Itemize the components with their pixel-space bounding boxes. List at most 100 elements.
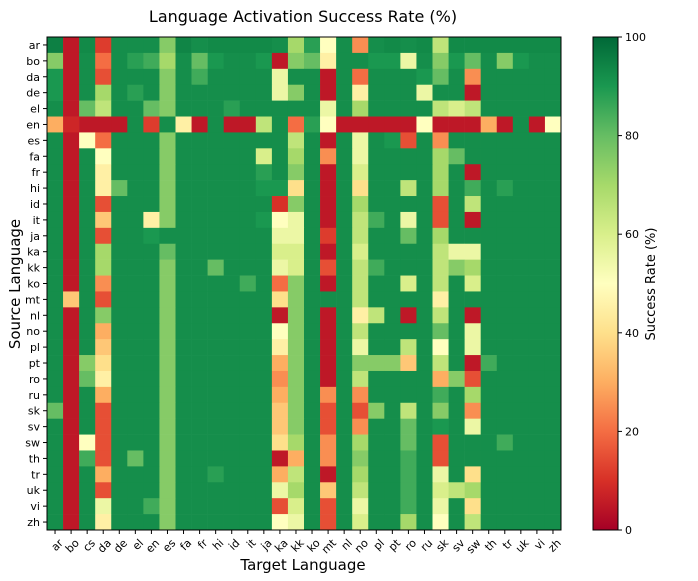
heatmap-cell-hi-no	[352, 180, 369, 197]
heatmap-cell-zh-ro	[400, 514, 417, 531]
heatmap-cell-uk-ka	[271, 482, 289, 499]
heatmap-cell-zh-cs	[79, 514, 96, 531]
heatmap-cell-th-sv	[448, 450, 465, 467]
heatmap-cell-ru-da	[95, 386, 112, 404]
heatmap-cell-pl-en	[143, 339, 160, 356]
heatmap-cell-sv-fr	[191, 418, 208, 435]
heatmap-cell-uk-vi	[528, 482, 546, 499]
heatmap-cell-ru-id	[223, 386, 241, 404]
heatmap-cell-ja-es	[159, 227, 176, 245]
heatmap-cell-ru-ko	[304, 386, 321, 404]
heatmap-cell-bo-ka	[271, 52, 289, 70]
heatmap-cell-sw-ja	[255, 434, 273, 451]
heatmap-cell-tr-fr	[191, 466, 208, 483]
y-tick-label-es: es	[28, 134, 41, 147]
heatmap-cell-ru-pl	[368, 386, 385, 404]
heatmap-cell-ro-it	[239, 370, 257, 388]
heatmap-cell-de-th	[480, 84, 498, 101]
heatmap-cell-ko-sw	[464, 275, 481, 292]
heatmap-cell-ja-hi	[207, 227, 224, 245]
heatmap-cell-no-sv	[448, 323, 465, 340]
heatmap-cell-sv-sv	[448, 418, 465, 435]
heatmap-cell-el-sw	[464, 100, 481, 117]
heatmap-cell-mt-uk	[512, 291, 530, 308]
heatmap-cell-hi-sv	[448, 180, 465, 197]
heatmap-cell-es-pt	[384, 132, 401, 149]
heatmap-cell-it-fr	[191, 211, 208, 229]
heatmap-cell-ar-pl	[368, 37, 385, 54]
heatmap-cell-uk-de	[111, 482, 128, 499]
y-tick-label-hi: hi	[30, 182, 40, 195]
heatmap-cell-mt-nl	[336, 291, 353, 308]
heatmap-cell-fa-ru	[416, 148, 433, 165]
heatmap-cell-ro-th	[480, 370, 498, 388]
heatmap-cell-fa-pt	[384, 148, 401, 165]
heatmap-cell-th-fa	[175, 450, 192, 467]
heatmap-cell-id-fr	[191, 196, 208, 213]
x-tick-label-id: id	[226, 537, 242, 553]
heatmap-cell-ar-tr	[496, 37, 514, 54]
heatmap-cell-mt-vi	[528, 291, 546, 308]
heatmap-cell-ro-fr	[191, 370, 208, 388]
heatmap-cell-pt-mt	[320, 355, 337, 372]
heatmap-cell-sv-ja	[255, 418, 273, 435]
heatmap-cell-ja-th	[480, 227, 498, 245]
heatmap-cell-id-tr	[496, 196, 514, 213]
heatmap-cell-fa-tr	[496, 148, 514, 165]
heatmap-cell-kk-de	[111, 259, 128, 276]
heatmap-cell-th-id	[223, 450, 241, 467]
heatmap-cell-ka-it	[239, 243, 257, 260]
heatmap-cell-en-uk	[512, 116, 530, 133]
heatmap-cell-ar-cs	[79, 37, 96, 54]
heatmap-cell-kk-sv	[448, 259, 465, 276]
heatmap-cell-da-vi	[528, 68, 546, 86]
heatmap-cell-de-ar	[47, 84, 64, 101]
heatmap-cell-vi-da	[95, 498, 112, 515]
heatmap-cell-ro-sk	[432, 370, 449, 388]
y-tick-label-da: da	[26, 71, 40, 84]
heatmap-cell-ka-ko	[304, 243, 321, 260]
heatmap-cell-sv-hi	[207, 418, 224, 435]
heatmap-cell-hi-kk	[287, 180, 305, 197]
heatmap-cell-sw-th	[480, 434, 498, 451]
heatmap-cell-it-ru	[416, 211, 433, 229]
heatmap-cell-tr-ko	[304, 466, 321, 483]
y-tick-label-ro: ro	[29, 373, 40, 386]
y-tick-label-el: el	[30, 103, 40, 116]
heatmap-cell-es-it	[239, 132, 257, 149]
heatmap-cell-pl-da	[95, 339, 112, 356]
heatmap-cell-el-ro	[400, 100, 417, 117]
heatmap-cell-th-ru	[416, 450, 433, 467]
heatmap-cell-da-th	[480, 68, 498, 86]
heatmap-cell-pl-uk	[512, 339, 530, 356]
heatmap-cell-ja-sk	[432, 227, 449, 245]
heatmap-cell-zh-ka	[271, 514, 289, 531]
heatmap-cell-ar-de	[111, 37, 128, 54]
heatmap-cell-fr-de	[111, 164, 128, 181]
heatmap-cell-sw-ar	[47, 434, 64, 451]
heatmap-cell-bo-vi	[528, 52, 546, 70]
heatmap-cell-ko-de	[111, 275, 128, 292]
heatmap-cell-ja-sv	[448, 227, 465, 245]
heatmap-cell-ka-th	[480, 243, 498, 260]
heatmap-cell-zh-no	[352, 514, 369, 531]
heatmap-cell-uk-en	[143, 482, 160, 499]
heatmap-cell-ar-vi	[528, 37, 546, 54]
heatmap-cell-sv-zh	[544, 418, 562, 435]
heatmap-cell-pt-bo	[63, 355, 80, 372]
heatmap-cell-mt-ar	[47, 291, 64, 308]
heatmap-cell-it-fa	[175, 211, 192, 229]
heatmap-cell-uk-bo	[63, 482, 80, 499]
heatmap-cell-id-hi	[207, 196, 224, 213]
heatmap-cell-mt-no	[352, 291, 369, 308]
heatmap-cell-fa-sw	[464, 148, 481, 165]
heatmap-cell-fr-pl	[368, 164, 385, 181]
heatmap-cell-el-pl	[368, 100, 385, 117]
heatmap-cell-ar-kk	[287, 37, 305, 54]
heatmap-cell-ro-mt	[320, 370, 337, 388]
heatmap-cell-ko-ro	[400, 275, 417, 292]
heatmap-cell-kk-fr	[191, 259, 208, 276]
heatmap-cell-zh-sv	[448, 514, 465, 531]
heatmap-cell-id-el	[127, 196, 144, 213]
heatmap-cell-el-th	[480, 100, 498, 117]
